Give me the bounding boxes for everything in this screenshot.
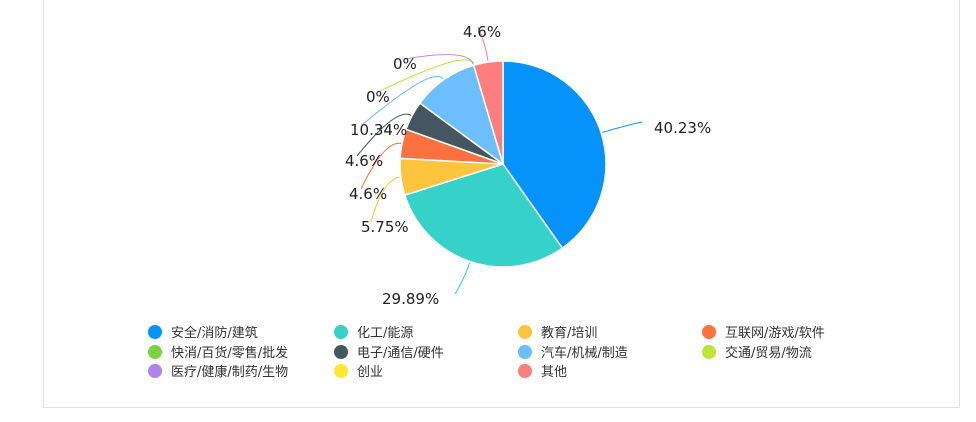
pie-slice-9 (472, 60, 504, 165)
data-label-4: 4.6% (345, 152, 383, 170)
data-label-7: 0% (393, 55, 417, 73)
legend-label-3: 互联网/游戏/软件 (725, 326, 825, 341)
legend-label-4: 快消/百货/零售/批发 (171, 345, 288, 361)
legend-item-1[interactable]: 化工/能源 (334, 325, 413, 341)
legend-item-8[interactable]: 医疗/健康/制药/生物 (148, 364, 288, 380)
data-label-9: 4.6% (463, 23, 501, 41)
legend-marker-5 (334, 345, 348, 359)
leader-line-3 (360, 142, 402, 190)
legend-item-10[interactable]: 其他 (518, 364, 567, 380)
leader-line-4 (356, 113, 412, 157)
leader-line-2 (370, 176, 400, 223)
legend-label-9: 创业 (357, 365, 383, 380)
leader-line-9 (477, 26, 489, 62)
legend-item-4[interactable]: 快消/百货/零售/批发 (148, 345, 288, 361)
legend-marker-10 (518, 364, 532, 378)
legend-label-5: 电子/通信/硬件 (357, 346, 444, 361)
legend-item-9[interactable]: 创业 (334, 364, 383, 380)
legend-item-6[interactable]: 汽车/机械/制造 (518, 345, 628, 361)
legend-label-8: 医疗/健康/制药/生物 (171, 364, 288, 380)
data-label-6: 0% (366, 88, 390, 106)
legend-marker-4 (148, 345, 162, 359)
legend-marker-9 (334, 364, 348, 378)
pie-slice-1 (403, 163, 564, 268)
legend-marker-3 (702, 325, 716, 339)
legend-item-0[interactable]: 安全/消防/建筑 (148, 325, 258, 341)
legend-label-7: 交通/贸易/物流 (725, 345, 812, 361)
leader-line-1 (454, 262, 471, 295)
legend-label-1: 化工/能源 (357, 326, 413, 341)
legend-label-2: 教育/培训 (541, 325, 597, 341)
legend-label-10: 其他 (541, 365, 567, 380)
legend-label-6: 汽车/机械/制造 (541, 345, 628, 361)
leader-line-6 (377, 59, 474, 93)
legend-item-5[interactable]: 电子/通信/硬件 (334, 345, 444, 361)
data-label-0: 40.23% (654, 119, 711, 137)
legend-marker-6 (518, 345, 532, 359)
leader-line-0 (601, 121, 643, 134)
legend-item-2[interactable]: 教育/培训 (518, 325, 597, 341)
legend-marker-2 (518, 325, 532, 339)
legend-item-3[interactable]: 互联网/游戏/软件 (702, 325, 825, 341)
legend-label-0: 安全/消防/建筑 (171, 325, 258, 341)
legend-marker-8 (148, 364, 162, 378)
leader-line-5 (361, 75, 444, 126)
data-label-2: 5.75% (361, 218, 409, 236)
data-label-3: 4.6% (349, 185, 387, 203)
data-label-5: 10.34% (350, 121, 407, 139)
pie-slice-0 (502, 60, 607, 250)
legend-marker-1 (334, 325, 348, 339)
legend-marker-7 (702, 345, 716, 359)
legend-item-7[interactable]: 交通/贸易/物流 (702, 345, 812, 361)
legend-marker-0 (148, 325, 162, 339)
leader-line-7 (404, 54, 474, 65)
data-label-1: 29.89% (382, 290, 439, 308)
